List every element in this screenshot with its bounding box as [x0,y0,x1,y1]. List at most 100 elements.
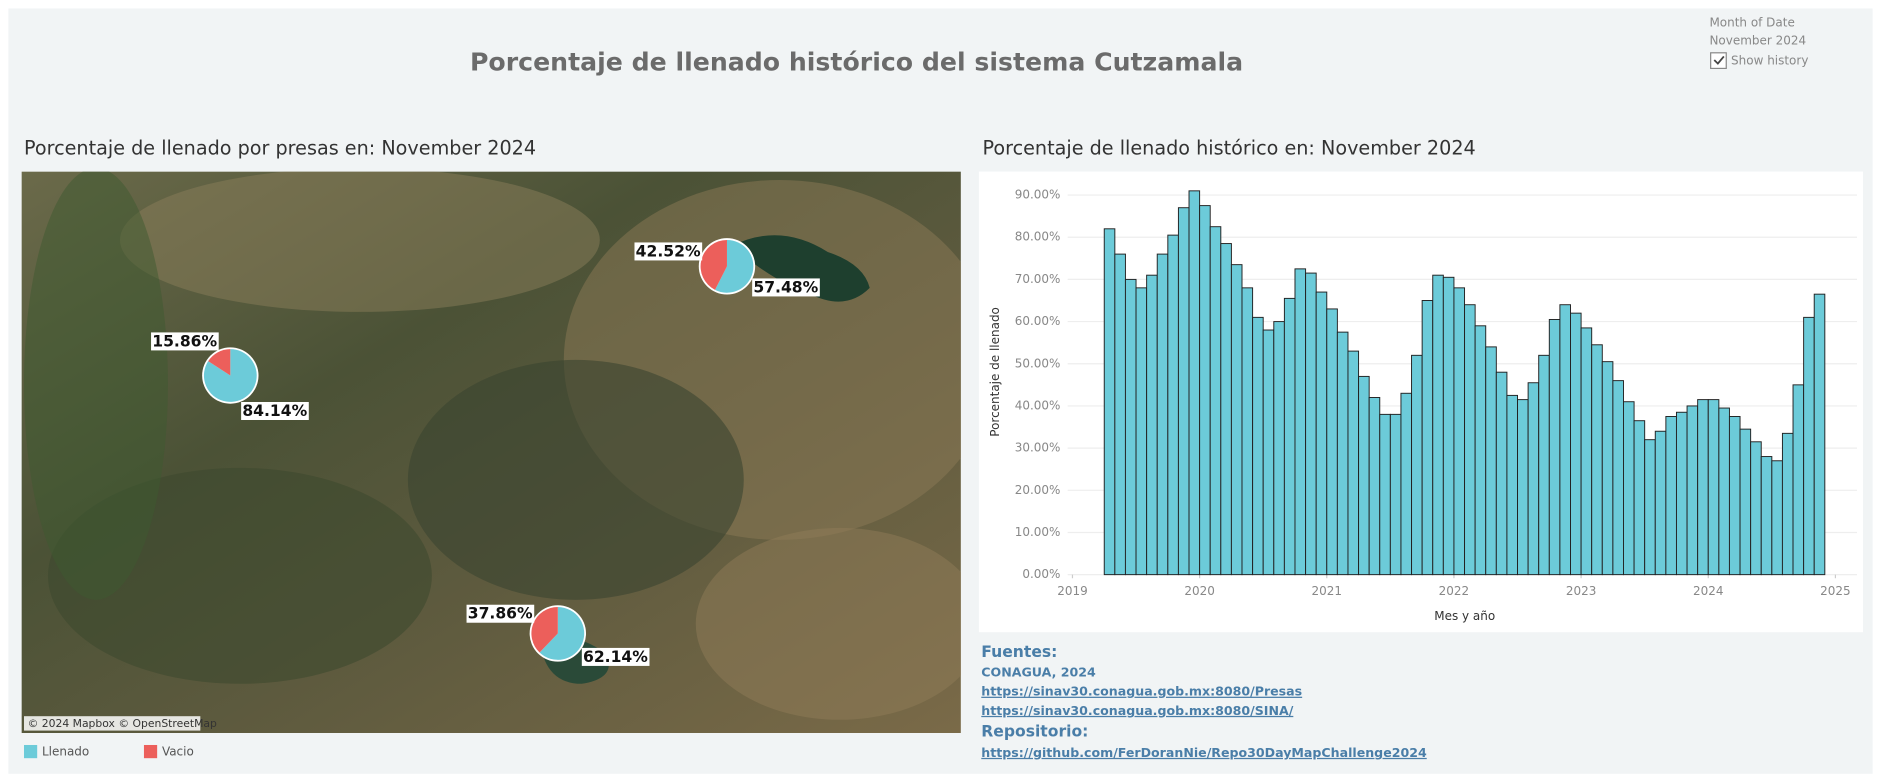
bar [1527,382,1540,576]
map-title: Porcentaje de llenado por presas en: Nov… [24,136,536,159]
bar [1421,300,1434,576]
checkmark [1713,55,1725,65]
repo-link[interactable]: https://github.com/FerDoranNie/Repo30Day… [981,745,1427,760]
bar [1167,234,1179,576]
bar [1697,399,1709,576]
bar [1612,380,1624,576]
sources-heading: Fuentes: [981,643,1057,661]
pie-slice [715,239,754,293]
pie-label: 57.48% [753,278,818,296]
pie-label: 42.52% [636,242,701,260]
source: CONAGUA, 2024 [981,665,1096,680]
bar [1591,344,1603,576]
y-tick-label: 20.00% [1015,483,1061,497]
bar [1506,394,1518,576]
pie-label: 15.86% [152,332,217,350]
bar [1654,430,1667,576]
bar [1156,253,1169,576]
bar [1633,420,1646,576]
bar [1326,308,1338,576]
bar [1400,392,1413,576]
bar [1114,253,1126,576]
pie-label-bg [241,401,309,420]
bar [1177,207,1190,576]
bar [1580,327,1593,576]
bar [1379,413,1391,576]
bar [1199,205,1211,576]
pie-label-bg [752,278,820,297]
pie-label: 37.86% [468,605,533,623]
y-tick-label: 10.00% [1015,525,1061,539]
filter-value[interactable]: November 2024 [1709,33,1806,47]
x-tick-label: 2023 [1566,584,1597,598]
y-tick-label: 90.00% [1015,188,1061,202]
bar [1135,287,1148,576]
bar [1411,354,1423,576]
y-tick-label: 70.00% [1015,272,1061,286]
x-tick-label: 2019 [1057,584,1088,598]
pie-label-bg [466,604,535,623]
y-tick-label: 0.00% [1022,567,1060,581]
bar [1241,287,1254,576]
bar [1792,384,1805,576]
bar [1570,312,1582,576]
pie-label-bg [634,242,703,261]
attribution-bg [23,716,201,731]
bar [1230,264,1243,576]
terrain [695,527,961,720]
legend-label: Llenado [42,745,89,759]
x-tick-label: 2021 [1312,584,1343,598]
bar [1728,416,1741,576]
bar [1347,350,1360,576]
repo-heading: Repositorio: [981,722,1088,740]
legend-swatch [23,744,38,759]
bar [1803,316,1815,576]
bar [1718,407,1730,576]
pie-slice [531,607,558,653]
terrain [24,171,168,600]
bar [1273,321,1285,576]
bar [1336,331,1349,576]
bar [1368,397,1381,576]
bar [1432,274,1444,576]
bar [1103,228,1116,576]
bar [1559,304,1571,576]
checkbox[interactable] [1710,52,1727,70]
bar [1283,297,1296,576]
x-tick-label: 2025 [1820,584,1851,598]
bar-title: Porcentaje de llenado histórico en: Nove… [982,136,1475,159]
y-tick-label: 50.00% [1015,356,1061,370]
lake [731,235,870,302]
bar [1294,268,1307,576]
y-tick-label: 60.00% [1015,314,1061,328]
bar [1760,456,1773,576]
pie-slice [700,239,727,290]
bar [1262,329,1275,576]
bar [1750,441,1762,576]
source-link[interactable]: https://sinav30.conagua.gob.mx:8080/Pres… [981,684,1302,699]
bar [1601,361,1614,576]
bar [1665,416,1677,576]
bar [1739,428,1752,576]
attribution: © 2024 Mapbox © OpenStreetMap [28,717,217,730]
bar [1188,190,1201,576]
bar [1781,432,1794,576]
y-axis-label: Porcentaje de llenado [988,307,1002,437]
bar [1495,371,1508,576]
source-link[interactable]: https://sinav30.conagua.gob.mx:8080/SINA… [981,703,1293,718]
pie-slice [539,607,585,660]
x-axis-label: Mes y año [1434,609,1495,623]
bar [1453,287,1466,576]
bar [1548,318,1561,576]
checkbox-label[interactable]: Show history [1731,54,1808,68]
bar [1771,460,1783,576]
bar [1623,401,1635,576]
y-tick-label: 40.00% [1015,398,1061,412]
bar [1389,413,1402,576]
terrain [407,359,744,600]
bar [1813,293,1826,576]
terrain [120,171,600,312]
legend-swatch [143,744,158,759]
y-tick-label: 80.00% [1015,230,1061,244]
